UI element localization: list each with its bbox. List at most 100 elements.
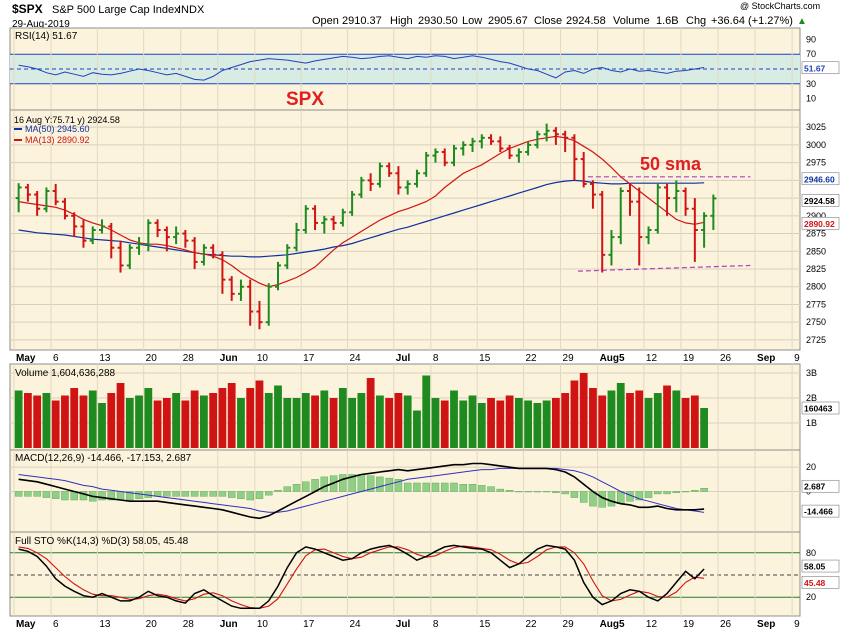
ohlc-bar [710,194,717,230]
ohlc-bar [664,183,671,216]
price-tick: 2850 [806,246,826,256]
price-tick: 2725 [806,335,826,345]
high-value: 2930.50 [418,15,458,27]
exchange: INDX [178,4,205,16]
x-tick-label: 13 [99,619,111,630]
sto-d-tag: 45.48 [804,578,826,588]
channel-lower [577,264,751,272]
ohlc-bar [525,141,532,156]
price-tick: 2875 [806,229,826,239]
high-label: High [390,15,413,27]
macd-hist-bar [79,491,88,501]
ohlc-bar [321,215,328,234]
volume-bar [505,395,514,448]
volume-tick: 3B [806,368,817,378]
macd-hist-bar [515,491,523,493]
rsi-value-tag: 51.67 [804,63,826,73]
ohlc-bar [469,137,476,152]
volume-bar [468,395,477,448]
macd-hist-bar [237,491,245,500]
ohlc-bar [386,162,393,177]
x-tick-label: 20 [146,619,158,630]
ohlc-bar [460,141,467,156]
ohlc-bar [395,166,402,195]
ohlc-bar [691,198,698,262]
volume-bar [570,380,579,448]
x-tick-label: 15 [479,353,491,364]
ohlc-bar [673,180,680,213]
rsi-tick: 90 [806,34,816,44]
open-value: 2910.37 [342,15,382,27]
ohlc-bar [219,251,226,294]
x-tick-label: 22 [525,353,537,364]
volume-bar [431,398,440,448]
volume-panel: 3B 2B 1B Volume 1,604,636,288 160463 [9,363,840,451]
ma13-tag-bg [801,217,840,230]
ohlc-bar [506,144,513,160]
macd-hist-bar [635,491,643,501]
ohlc-bar [136,237,143,255]
x-tick-label: 17 [303,353,315,364]
volume-bar [107,393,116,448]
macd-hist-bar [579,491,588,503]
x-tick-label: 17 [303,619,315,630]
macd-hist-bar [14,491,23,497]
macd-hist-bar [357,474,366,492]
ohlc-bar [478,134,485,149]
x-tick-label: 12 [646,353,658,364]
macd-hist-bar [422,482,430,492]
macd-hist-bar [700,488,708,492]
macd-hist-bar [654,491,662,495]
volume-bar [98,403,106,448]
x-tick-label: 29 [563,353,575,364]
macd-value-tag: -14.466 [804,507,833,517]
macd-hist-bar [292,484,301,492]
macd-hist-bar [366,475,375,492]
sto-tick: 80 [806,548,816,558]
volume-bar [14,390,23,448]
x-tick-label: Jun [220,353,238,364]
ohlc-bar [413,169,420,188]
ohlc-bar [173,226,180,245]
volume-bar [237,398,245,448]
volume-bar [329,398,338,448]
volume-bar [172,393,180,448]
volume-bar [125,398,134,448]
ohlc-bar [488,134,495,145]
x-tick-label: Jun [220,619,238,630]
ohlc-bar [654,183,661,234]
macd-hist-bar [459,484,467,492]
volume-tick: 1B [806,418,817,428]
x-tick-label: 13 [99,353,111,364]
volume-bar [338,388,347,448]
macd-hist-bar [135,491,143,500]
ohlc-bar [108,222,115,259]
index-name: S&P 500 Large Cap Index [52,4,180,16]
volume-bar [607,390,616,448]
x-tick-label: 8 [433,353,439,364]
price-tick: 2900 [806,211,826,221]
volume-bar [24,393,32,448]
x-tick-label: 19 [683,353,695,364]
macd-hist-bar [246,491,254,501]
macd-hist-bar [552,491,560,493]
x-tick-label: May [16,353,36,364]
volume-bar [42,393,51,448]
ohlc-bar [571,134,578,181]
macd-hist-bar [413,482,421,492]
low-value: 2905.67 [488,15,528,27]
open-label: Open [312,15,339,27]
macd-hist-bar [218,491,227,497]
ohlc-bar [515,148,522,163]
volume-bar [246,388,255,448]
macd-signal-line [18,467,705,513]
macd-tick: 20 [806,462,816,472]
legend-value: 16 Aug Y:75.71 y) 2924.58 [14,115,120,125]
ohlc-bar [312,205,319,230]
x-tick-label: 24 [349,619,361,630]
macd-hist-bar [533,491,542,493]
macd-hist-bar [672,491,681,493]
ma50-tag-bg [801,172,840,186]
ohlc-bar [617,187,624,245]
ohlc-bar [247,279,254,326]
